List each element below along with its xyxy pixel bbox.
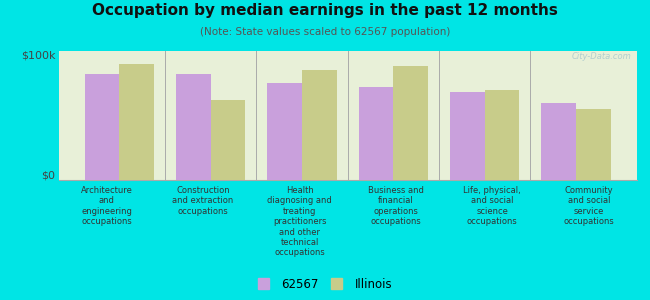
Bar: [84, 74, 120, 180]
Legend: 62567, Illinois: 62567, Illinois: [254, 274, 396, 294]
Text: Occupation by median earnings in the past 12 months: Occupation by median earnings in the pas…: [92, 3, 558, 18]
Text: Life, physical,
and social
science
occupations: Life, physical, and social science occup…: [463, 186, 521, 226]
Text: $0: $0: [41, 170, 55, 180]
Text: (Note: State values scaled to 62567 population): (Note: State values scaled to 62567 popu…: [200, 27, 450, 37]
Bar: [485, 90, 519, 180]
Bar: [359, 87, 393, 180]
Bar: [211, 100, 246, 180]
Bar: [120, 64, 154, 180]
Bar: [541, 103, 576, 180]
Text: Construction
and extraction
occupations: Construction and extraction occupations: [172, 186, 234, 216]
Text: $100k: $100k: [21, 51, 55, 61]
Text: Architecture
and
engineering
occupations: Architecture and engineering occupations: [81, 186, 133, 226]
Bar: [576, 109, 611, 180]
Bar: [302, 70, 337, 180]
Text: Business and
financial
operations
occupations: Business and financial operations occupa…: [368, 186, 424, 226]
Bar: [393, 67, 428, 180]
Text: Community
and social
service
occupations: Community and social service occupations: [564, 186, 614, 226]
Bar: [267, 83, 302, 180]
Text: Health
diagnosing and
treating
practitioners
and other
technical
occupations: Health diagnosing and treating practitio…: [267, 186, 332, 257]
Bar: [176, 74, 211, 180]
Bar: [450, 92, 485, 180]
Text: City-Data.com: City-Data.com: [571, 52, 631, 61]
